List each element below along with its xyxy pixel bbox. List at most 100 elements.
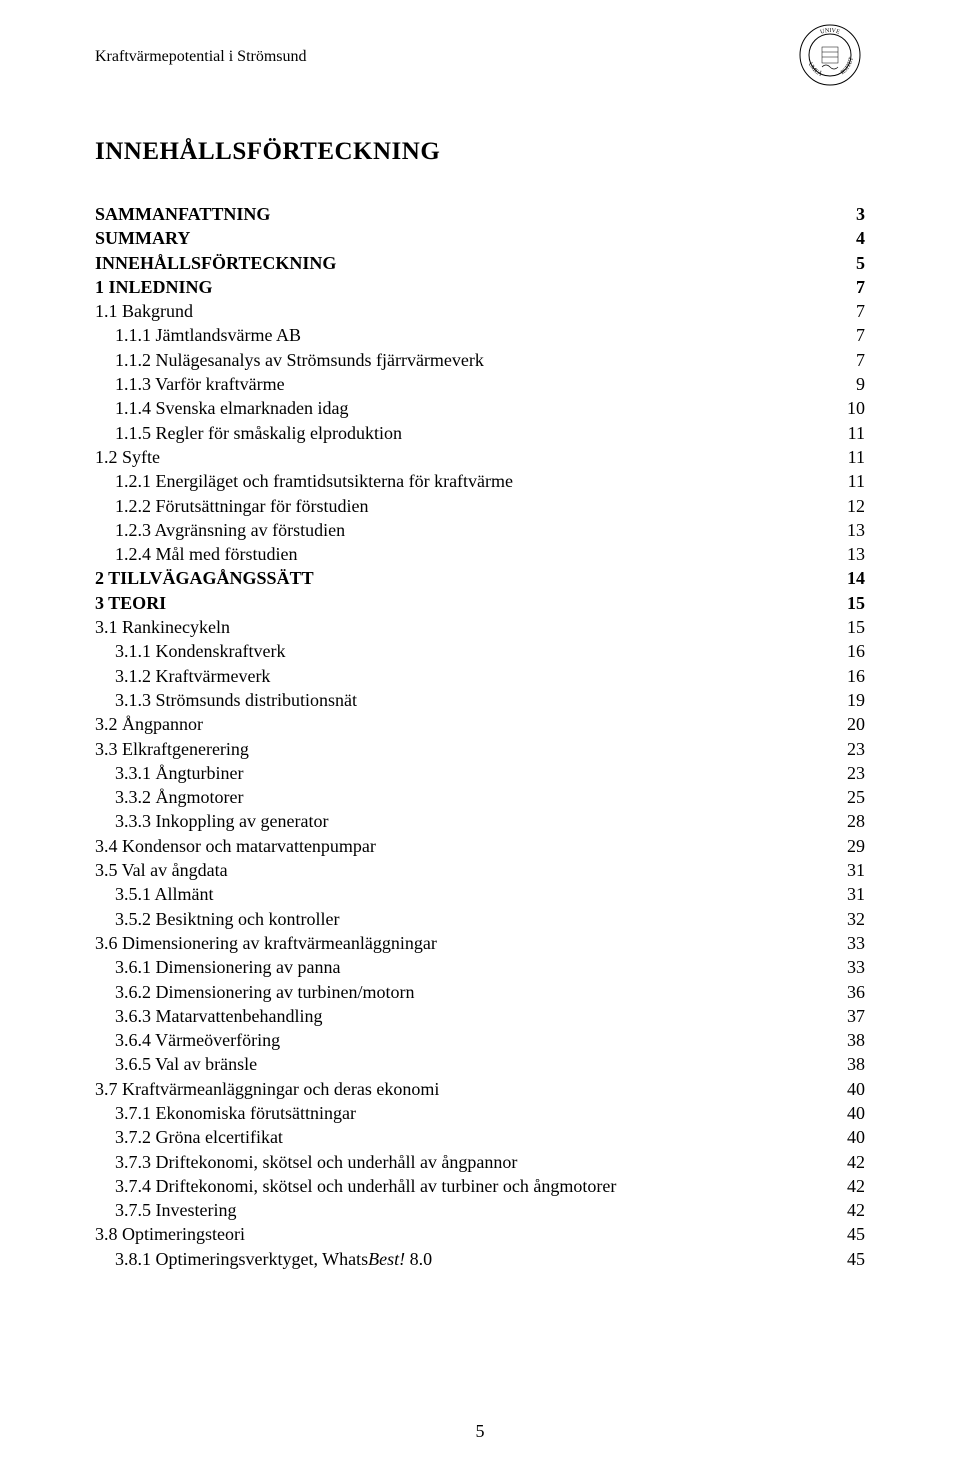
toc-label: 1.2.3 Avgränsning av förstudien [95,518,345,542]
toc-page: 7 [848,299,865,323]
toc-page: 31 [839,858,865,882]
toc-row: 3.7.1 Ekonomiska förutsättningar 40 [95,1101,865,1125]
toc-row: 1.2.4 Mål med förstudien13 [95,542,865,566]
toc-label: 1.1.5 Regler för småskalig elproduktion [95,421,402,445]
toc-page: 7 [848,348,865,372]
page-header: Kraftvärmepotential i Strömsund UNIVE UM… [95,20,865,90]
toc-row: 1.1.4 Svenska elmarknaden idag10 [95,396,865,420]
toc-page: 9 [848,372,865,396]
toc-page: 15 [839,615,865,639]
toc-page: 12 [839,494,865,518]
toc-row: 3.7.4 Driftekonomi, skötsel och underhål… [95,1174,865,1198]
toc-page: 5 [848,251,865,275]
toc-row: 3.4 Kondensor och matarvattenpumpar29 [95,834,865,858]
toc-label: 1.2.4 Mål med förstudien [95,542,297,566]
toc-page: 40 [839,1125,865,1149]
toc-page: 4 [848,226,865,250]
toc-page: 16 [839,639,865,663]
svg-text:UMEÅ: UMEÅ [807,62,824,79]
toc-page: 31 [839,882,865,906]
toc-page: 11 [840,469,865,493]
toc-page: 40 [839,1101,865,1125]
toc-row: 3.6.3 Matarvattenbehandling37 [95,1004,865,1028]
toc-label: 3.6 Dimensionering av kraftvärmeanläggni… [95,931,437,955]
toc-label: 3 TEORI [95,591,166,615]
toc-page: 29 [839,834,865,858]
toc-label: 3.3.3 Inkoppling av generator [95,809,328,833]
toc-page: 7 [848,275,865,299]
toc-row: 1.1 Bakgrund7 [95,299,865,323]
toc-label: SAMMANFATTNING [95,202,270,226]
toc-page: 20 [839,712,865,736]
toc-row: 3.3.1 Ångturbiner 23 [95,761,865,785]
toc-row: 3.2 Ångpannor 20 [95,712,865,736]
toc-label: 3.1.2 Kraftvärmeverk [95,664,270,688]
toc-page: 19 [839,688,865,712]
toc-label: 1.2 Syfte [95,445,160,469]
toc-label: 3.7.4 Driftekonomi, skötsel och underhål… [95,1174,616,1198]
toc-label: 3.5.1 Allmänt [95,882,214,906]
toc-row: 1.1.1 Jämtlandsvärme AB 7 [95,323,865,347]
toc-row: 3.3.3 Inkoppling av generator 28 [95,809,865,833]
toc-label: 3.1 Rankinecykeln [95,615,230,639]
toc-label: SUMMARY [95,226,190,250]
toc-page: 3 [848,202,865,226]
toc-row: SAMMANFATTNING 3 [95,202,865,226]
page-number: 5 [0,1421,960,1442]
toc-page: 7 [848,323,865,347]
toc-row: 2 TILLVÄGAGÅNGSSÄTT 14 [95,566,865,590]
toc-row: SUMMARY 4 [95,226,865,250]
toc-label: 3.7.3 Driftekonomi, skötsel och underhål… [95,1150,517,1174]
toc-label: 1.2.1 Energiläget och framtidsutsikterna… [95,469,513,493]
toc-label: 3.8.1 Optimeringsverktyget, WhatsBest! 8… [95,1247,432,1271]
table-of-contents: SAMMANFATTNING3SUMMARY4INNEHÅLLSFÖRTECKN… [95,202,865,1271]
toc-page: 14 [839,566,865,590]
toc-row: 3.1.2 Kraftvärmeverk16 [95,664,865,688]
toc-row: 1.2.2 Förutsättningar för förstudien12 [95,494,865,518]
toc-label: 1.1.2 Nulägesanalys av Strömsunds fjärrv… [95,348,484,372]
toc-page: 36 [839,980,865,1004]
toc-page: 33 [839,931,865,955]
toc-row: 3.6.2 Dimensionering av turbinen/motorn 3… [95,980,865,1004]
toc-row: 3.6.1 Dimensionering av panna33 [95,955,865,979]
toc-page: 23 [839,737,865,761]
toc-row: 1 INLEDNING7 [95,275,865,299]
toc-page: 38 [839,1052,865,1076]
toc-label: 1.1.1 Jämtlandsvärme AB [95,323,301,347]
header-title: Kraftvärmepotential i Strömsund [95,20,307,66]
toc-page: 11 [840,421,865,445]
toc-row: 3 TEORI15 [95,591,865,615]
toc-label: 3.7.5 Investering [95,1198,236,1222]
toc-label: 3.6.4 Värmeöverföring [95,1028,280,1052]
toc-row: 1.1.2 Nulägesanalys av Strömsunds fjärrv… [95,348,865,372]
toc-row: 3.5 Val av ångdata31 [95,858,865,882]
toc-page: 23 [839,761,865,785]
toc-row: 1.2.3 Avgränsning av förstudien 13 [95,518,865,542]
toc-row: 3.6 Dimensionering av kraftvärmeanläggni… [95,931,865,955]
toc-page: 42 [839,1174,865,1198]
toc-page: 25 [839,785,865,809]
toc-row: 1.2 Syfte11 [95,445,865,469]
svg-text:RSITET: RSITET [840,56,855,76]
toc-row: 3.3.2 Ångmotorer25 [95,785,865,809]
toc-row: 3.7.3 Driftekonomi, skötsel och underhål… [95,1150,865,1174]
toc-label: 3.6.2 Dimensionering av turbinen/motorn [95,980,414,1004]
toc-row: 3.7.5 Investering42 [95,1198,865,1222]
toc-label: 2 TILLVÄGAGÅNGSSÄTT [95,566,314,590]
toc-page: 13 [839,518,865,542]
toc-row: 1.2.1 Energiläget och framtidsutsikterna… [95,469,865,493]
toc-row: 3.1 Rankinecykeln 15 [95,615,865,639]
toc-page: 28 [839,809,865,833]
toc-label: 3.7.1 Ekonomiska förutsättningar [95,1101,356,1125]
toc-row: 3.7 Kraftvärmeanläggningar och deras eko… [95,1077,865,1101]
toc-row: 3.6.5 Val av bränsle38 [95,1052,865,1076]
toc-label: 3.6.3 Matarvattenbehandling [95,1004,322,1028]
toc-row: 3.5.1 Allmänt 31 [95,882,865,906]
toc-page: 42 [839,1150,865,1174]
toc-label: 3.3 Elkraftgenerering [95,737,249,761]
toc-label: 3.3.1 Ångturbiner [95,761,243,785]
toc-page: 45 [839,1247,865,1271]
toc-row: 3.3 Elkraftgenerering 23 [95,737,865,761]
toc-label: 3.2 Ångpannor [95,712,203,736]
toc-row: 3.8 Optimeringsteori45 [95,1222,865,1246]
